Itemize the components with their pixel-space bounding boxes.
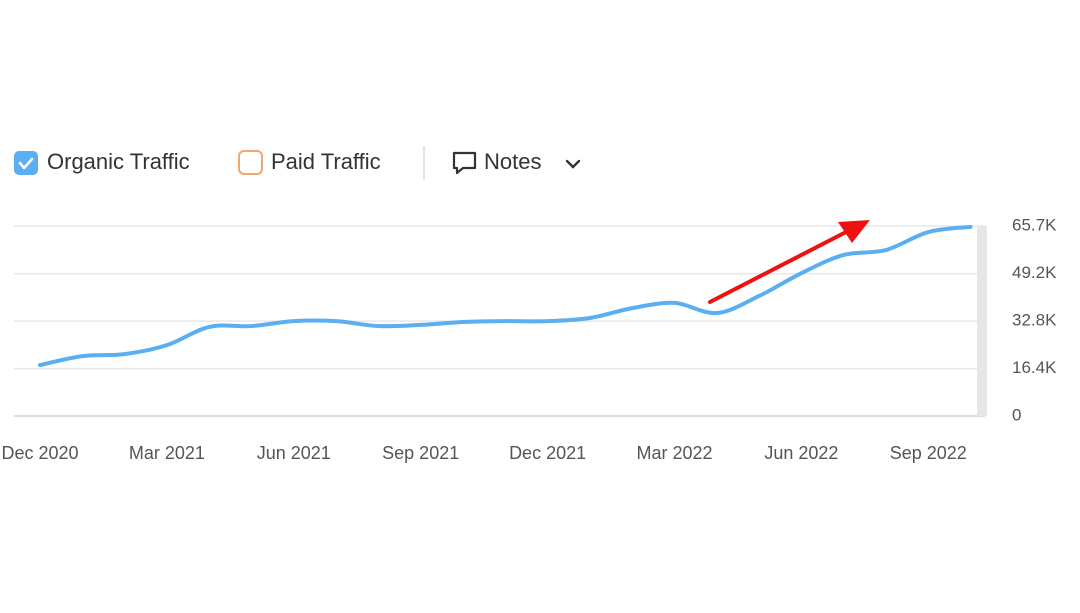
- notes-chevron: [565, 159, 581, 169]
- annotation-arrow: [708, 220, 870, 304]
- legend: Organic Traffic Paid Traffic: [14, 149, 381, 175]
- notes-icon: [452, 151, 477, 175]
- x-tick-label: Sep 2021: [382, 443, 459, 463]
- legend-label: Organic Traffic: [47, 149, 190, 174]
- plot: [38, 224, 973, 368]
- checkbox: [238, 150, 263, 175]
- cursor-bar: [977, 226, 987, 416]
- legend-item[interactable]: Organic Traffic: [14, 149, 190, 175]
- checkmark: [18, 157, 34, 170]
- y-tick-label: 65.7K: [1012, 215, 1057, 234]
- x-tick-label: Mar 2022: [636, 443, 712, 463]
- x-tick-label: Dec 2020: [1, 443, 78, 463]
- arrow-shaft: [708, 229, 850, 304]
- series-line: [38, 224, 973, 368]
- legend-label: Paid Traffic: [271, 149, 381, 174]
- y-tick-label: 49.2K: [1012, 263, 1057, 282]
- checkbox: [14, 151, 38, 175]
- x-tick-label: Dec 2021: [509, 443, 586, 463]
- x-tick-label: Sep 2022: [890, 443, 967, 463]
- x-tick-label: Jun 2022: [764, 443, 838, 463]
- arrow-head: [838, 220, 870, 243]
- axes: 0 16.4K 32.8K 49.2K 65.7K Dec 2020 Mar 2021 Jun…: [1, 215, 1057, 462]
- x-tick-label: Jun 2021: [257, 443, 331, 463]
- legend-item[interactable]: Paid Traffic: [238, 149, 381, 175]
- notes-button[interactable]: Notes: [452, 149, 581, 175]
- y-tick-label: 32.8K: [1012, 311, 1057, 330]
- x-tick-label: Mar 2021: [129, 443, 205, 463]
- y-tick-label: 0: [1012, 405, 1021, 424]
- y-tick-label: 16.4K: [1012, 358, 1057, 377]
- notes-label: Notes: [484, 149, 541, 174]
